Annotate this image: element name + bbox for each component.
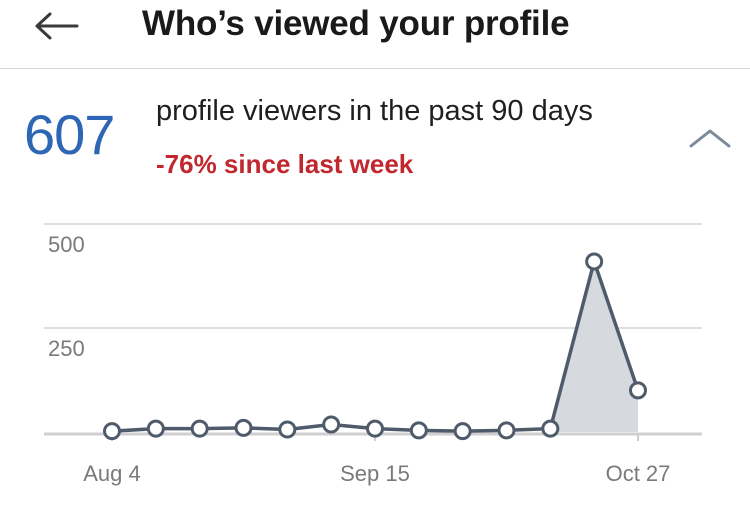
x-tick-label: Aug 4 bbox=[83, 461, 141, 486]
x-tick-label: Sep 15 bbox=[340, 461, 410, 486]
viewer-description: profile viewers in the past 90 days bbox=[156, 95, 593, 127]
header-bar: Who’s viewed your profile bbox=[0, 0, 750, 69]
data-point bbox=[234, 418, 253, 437]
data-point bbox=[629, 381, 647, 400]
data-point bbox=[278, 420, 297, 439]
y-tick-label: 500 bbox=[48, 232, 85, 257]
collapse-button[interactable] bbox=[684, 118, 736, 158]
highlight-area bbox=[550, 261, 638, 432]
data-point bbox=[103, 422, 121, 441]
x-tick-label: Oct 27 bbox=[606, 461, 671, 486]
data-point bbox=[322, 415, 341, 434]
data-point bbox=[366, 419, 384, 438]
data-point bbox=[453, 422, 472, 441]
page-title: Who’s viewed your profile bbox=[142, 4, 570, 43]
data-point bbox=[146, 419, 165, 438]
data-point bbox=[409, 421, 428, 440]
data-point bbox=[541, 419, 560, 438]
chevron-up-icon bbox=[689, 129, 731, 148]
back-button[interactable] bbox=[26, 2, 86, 50]
viewer-change-percentage: -76% since last week bbox=[156, 149, 414, 179]
data-point bbox=[497, 421, 516, 440]
y-tick-label: 250 bbox=[48, 336, 85, 361]
data-point bbox=[585, 252, 604, 271]
data-point bbox=[190, 419, 209, 438]
viewer-count: 607 bbox=[24, 103, 115, 166]
arrow-left-icon bbox=[35, 12, 79, 40]
